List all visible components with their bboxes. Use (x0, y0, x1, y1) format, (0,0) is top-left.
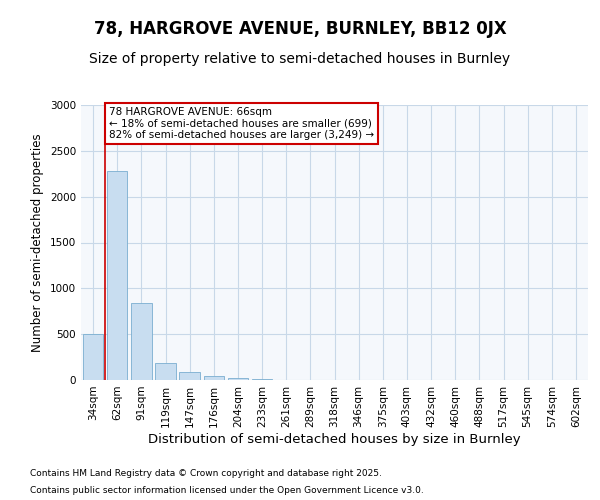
X-axis label: Distribution of semi-detached houses by size in Burnley: Distribution of semi-detached houses by … (148, 432, 521, 446)
Text: Size of property relative to semi-detached houses in Burnley: Size of property relative to semi-detach… (89, 52, 511, 66)
Bar (107, 171, 127, 380)
Bar (131, 303, 152, 380)
Bar (155, 362, 176, 380)
Text: 78 HARGROVE AVENUE: 66sqm
← 18% of semi-detached houses are smaller (699)
82% of: 78 HARGROVE AVENUE: 66sqm ← 18% of semi-… (109, 107, 374, 140)
Text: Contains public sector information licensed under the Open Government Licence v3: Contains public sector information licen… (30, 486, 424, 495)
Text: Contains HM Land Registry data © Crown copyright and database right 2025.: Contains HM Land Registry data © Crown c… (30, 468, 382, 477)
Bar (83, 334, 103, 380)
Bar (203, 376, 224, 380)
Text: 78, HARGROVE AVENUE, BURNLEY, BB12 0JX: 78, HARGROVE AVENUE, BURNLEY, BB12 0JX (94, 20, 506, 38)
Y-axis label: Number of semi-detached properties: Number of semi-detached properties (31, 133, 44, 352)
Bar (179, 372, 200, 380)
Bar (252, 379, 272, 380)
Bar (227, 378, 248, 380)
